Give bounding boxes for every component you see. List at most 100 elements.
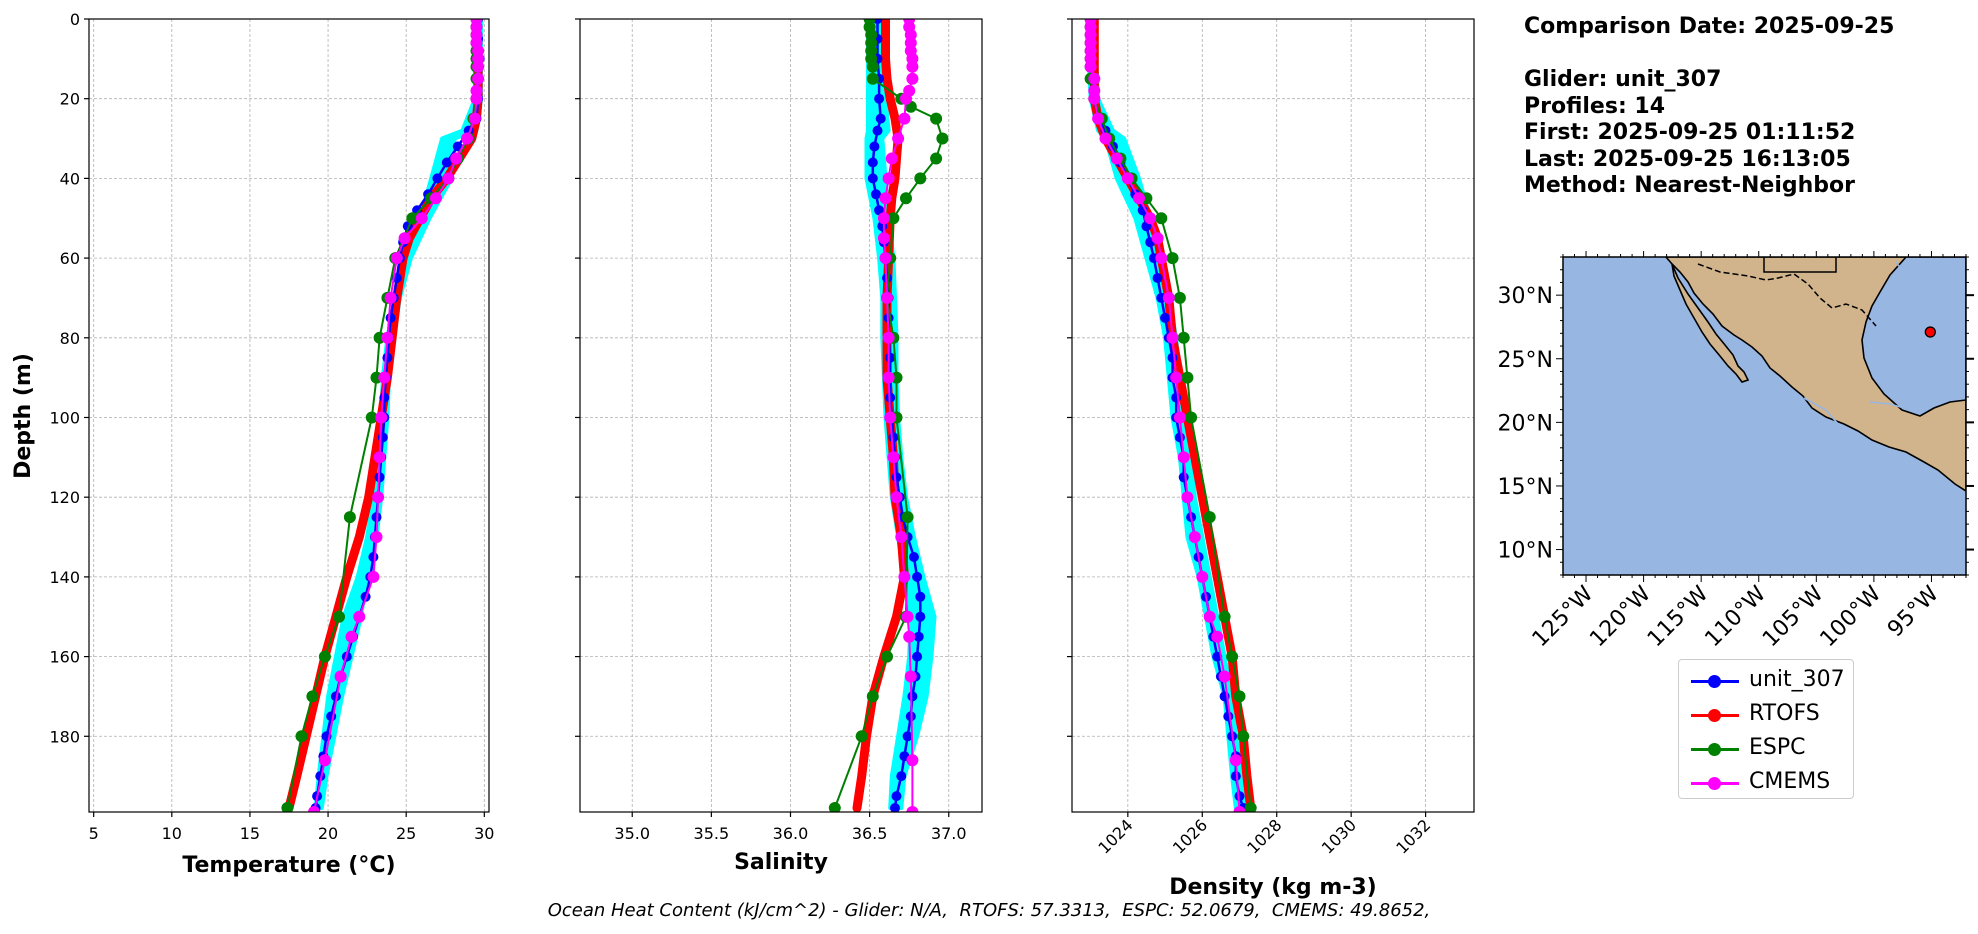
temperature-cmems-point [381, 331, 394, 344]
map-river [1869, 401, 1905, 409]
temperature-cmems-point [472, 60, 485, 73]
density-plot-area [1084, 19, 1257, 812]
density-cmems-point [1177, 451, 1190, 464]
temperature-cmems-point [308, 806, 320, 812]
density-espc-point [1244, 802, 1257, 812]
x-tick-label: 1032 [1392, 815, 1434, 857]
density-cmems-point [1170, 371, 1183, 384]
x-tick-label: 25 [396, 824, 416, 843]
legend-label-espc: ESPC [1749, 735, 1806, 760]
density-cmems-point [1144, 212, 1157, 225]
temperature-unit_307-point [379, 392, 390, 403]
density-espc-point [1233, 690, 1246, 703]
temperature-unit_307-point [382, 352, 393, 363]
salinity-x-label: Salinity [734, 850, 828, 875]
salinity-unit_307-point [888, 432, 899, 443]
density-cmems-point [1099, 132, 1112, 145]
ocean-heat-content-note: Ocean Heat Content (kJ/cm^2) - Glider: N… [547, 900, 1431, 921]
density-cmems-point [1211, 630, 1224, 643]
density-cmems-point [1162, 291, 1175, 304]
map-river [1803, 397, 1839, 425]
y-tick-label: 60 [60, 249, 80, 268]
map-state-line [1763, 257, 1837, 273]
temperature-cmems-point [370, 531, 383, 543]
salinity-espc-point [887, 212, 900, 225]
temperature-axes-frame [88, 18, 490, 813]
x-tick-label: 1024 [1094, 815, 1136, 857]
density-unit_307-point [1171, 392, 1182, 403]
salinity-axes-frame [579, 18, 983, 813]
density-grid-vertical [1127, 19, 1427, 812]
density-cmems-point [1196, 570, 1209, 583]
x-tick-label: 10 [162, 824, 182, 843]
salinity-espc-point [866, 60, 879, 73]
density-espc-point [1177, 331, 1190, 344]
temperature-cmems-point [472, 72, 485, 85]
temperature-cmems-point [384, 291, 397, 304]
temperature-espc-point [406, 212, 419, 225]
density-cmems-point [1203, 610, 1216, 623]
salinity-y-ticks [575, 18, 580, 737]
salinity-espc-point [930, 152, 943, 165]
profile-count: Profiles: 14 [1524, 93, 1666, 119]
density-espc-point [1203, 511, 1216, 524]
density-espc-point [1166, 252, 1179, 265]
temperature-unit_307-point [432, 173, 443, 184]
legend-marker-rtofs [1708, 709, 1721, 722]
y-tick-label: 160 [49, 648, 80, 667]
map-river [1895, 261, 1919, 301]
y-tick-label: 180 [49, 727, 80, 746]
density-cmems-point [1188, 531, 1201, 543]
density-unit_307-point [1160, 312, 1171, 323]
comparison-date: Comparison Date: 2025-09-25 [1524, 14, 1895, 39]
temperature-espc-point [343, 511, 356, 524]
comparison-info: Comparison Date: 2025-09-25 ​ Glider: un… [1524, 14, 1894, 200]
salinity-cmems-point [885, 152, 898, 165]
map-latitude-label: 25°N [1498, 348, 1553, 373]
x-tick-label: 20 [318, 824, 338, 843]
last-time: Last: 2025-09-25 16:13:05 [1524, 146, 1851, 172]
y-tick-label: 40 [60, 169, 80, 188]
temperature-series-cmems [308, 19, 485, 812]
density-cmems-point [1155, 252, 1168, 265]
temperature-unit_307-point [441, 157, 452, 168]
salinity-cmems-point [906, 60, 919, 73]
density-espc-point [1237, 730, 1250, 743]
temperature-y-ticks: 0 20 40 60 80 100 120 140 160 180 [49, 10, 89, 746]
temperature-espc-point [365, 411, 378, 424]
temperature-espc-point [333, 610, 345, 623]
density-unit_307-point [1230, 771, 1241, 782]
map-frame [1562, 256, 1967, 576]
salinity-cmems-point [906, 754, 919, 767]
legend-item-espc: ESPC [1679, 732, 1853, 766]
salinity-unit_307-point [907, 691, 918, 702]
legend-label-rtofs: RTOFS [1749, 701, 1820, 726]
salinity-cmems-point [882, 172, 895, 185]
density-cmems-point [1092, 112, 1105, 125]
salinity-cmems-point [887, 451, 900, 464]
density-cmems-point [1173, 411, 1186, 424]
salinity-unit_307-point [908, 552, 919, 562]
map-longitude-label: 115°W [1643, 581, 1714, 652]
map-longitude-label: 120°W [1585, 581, 1656, 652]
glider-position-marker [1924, 326, 1936, 338]
temperature-cmems-point [470, 92, 483, 105]
density-cmems-point [1121, 172, 1134, 185]
temperature-cmems-point [353, 610, 366, 623]
temperature-panel: 5 10 15 20 25 30 0 20 40 60 80 100 120 140 160 180 Tem… [11, 10, 494, 878]
temperature-cmems-point [468, 112, 481, 125]
map-latitude-label: 20°N [1498, 411, 1553, 436]
temperature-cmems-point [318, 754, 331, 767]
salinity-panel: 35.0 35.5 36.0 36.5 37.0 Salinity [575, 18, 983, 875]
map-longitude-label: 95°W [1883, 581, 1944, 642]
salinity-cmems-point [892, 132, 905, 145]
salinity-unit_307-point [872, 125, 883, 136]
salinity-cmems-point [884, 411, 897, 424]
density-y-ticks [1067, 18, 1072, 737]
density-cmems-point [1229, 754, 1242, 767]
salinity-espc-point [914, 172, 927, 185]
salinity-unit_307-point [915, 591, 926, 602]
map-us-mexico-border [1697, 263, 1877, 327]
x-tick-label: 35.5 [694, 824, 730, 843]
temperature-cmems-point [461, 132, 474, 145]
